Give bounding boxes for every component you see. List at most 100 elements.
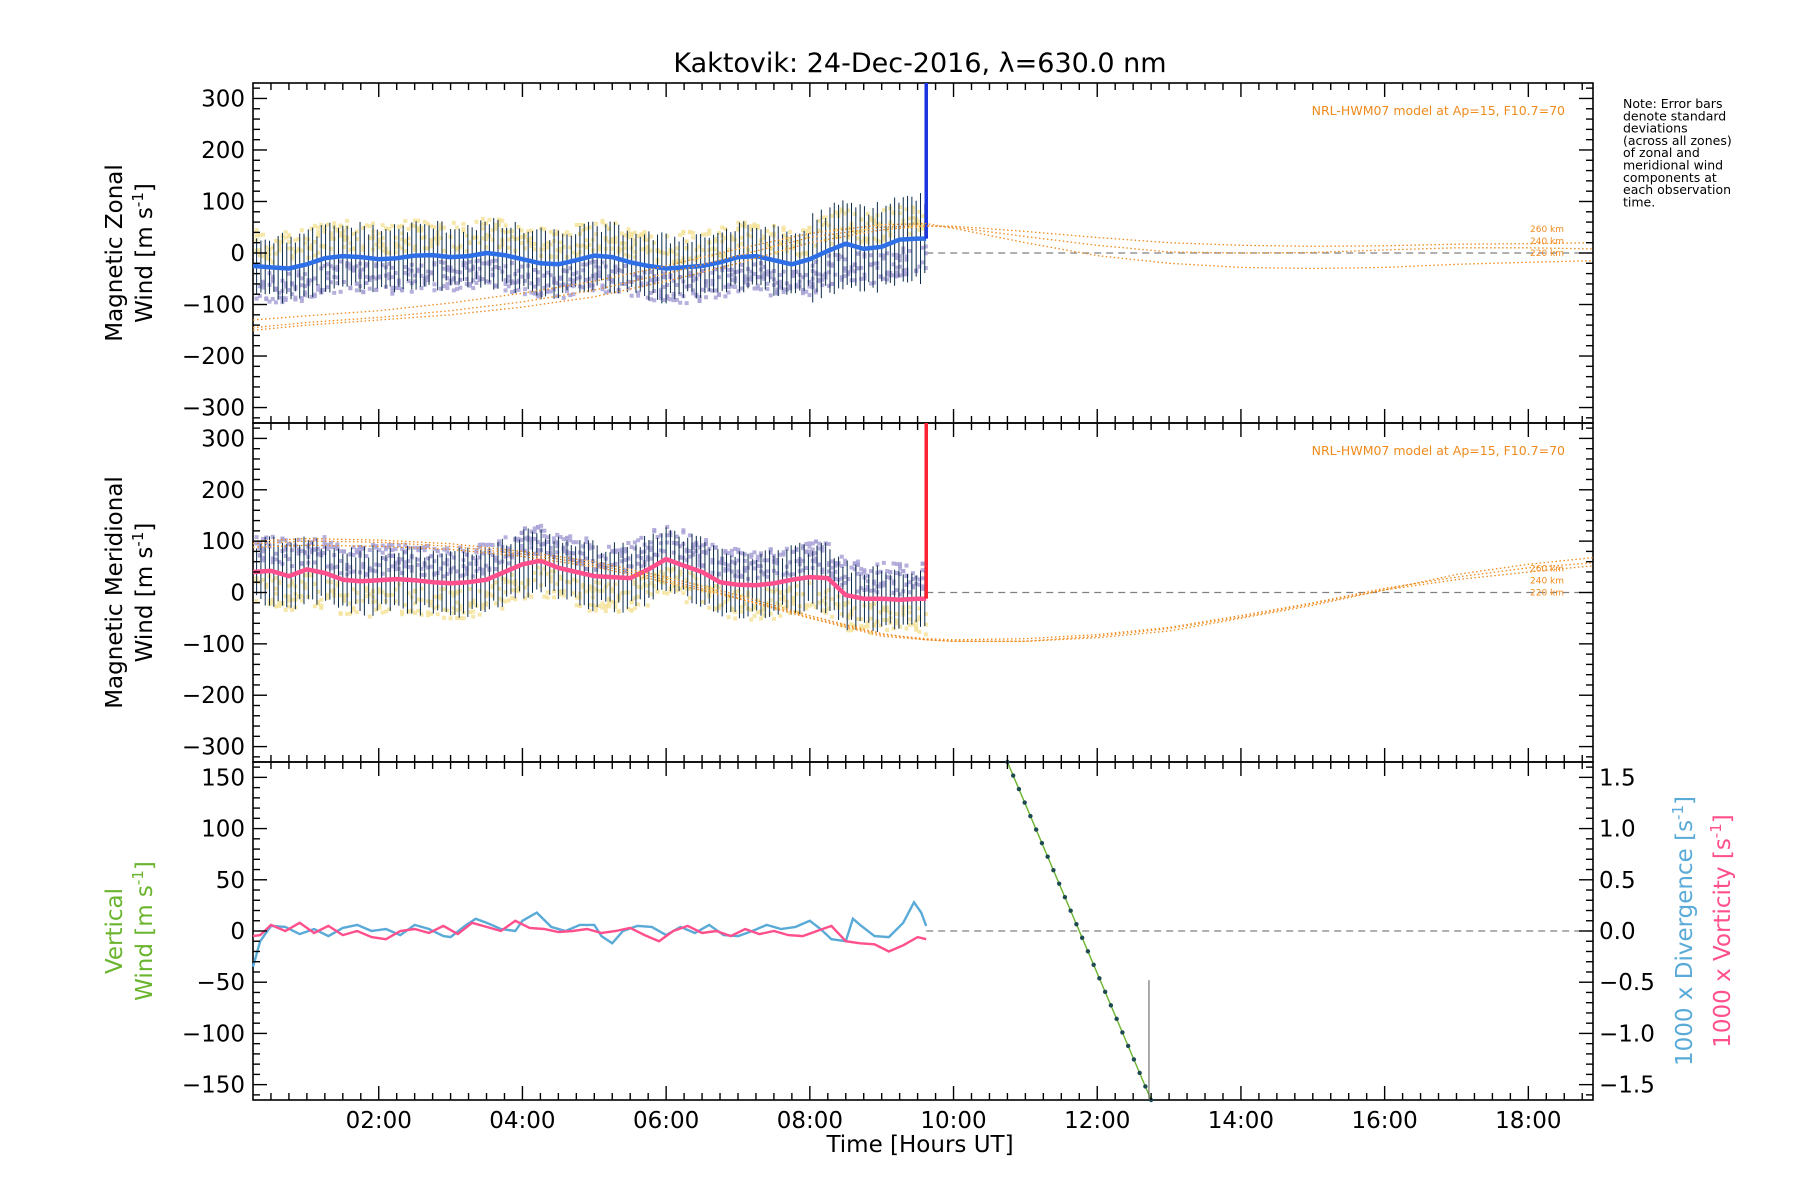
zone-point [671, 583, 676, 588]
zone-point [286, 594, 291, 599]
zone-point [865, 211, 870, 216]
zone-point [626, 556, 631, 561]
zone-point [687, 270, 692, 275]
zone-point [529, 228, 534, 233]
zone-point [419, 286, 424, 291]
zone-point [312, 547, 317, 552]
zone-point [571, 292, 576, 297]
zone-point [299, 296, 304, 301]
zone-point [545, 245, 550, 250]
zone-point [455, 269, 460, 274]
y-tick-label: −200 [182, 683, 245, 709]
zone-point [445, 562, 450, 567]
zone-point [623, 281, 628, 286]
zone-point [545, 283, 550, 288]
zone-point [548, 289, 553, 294]
zone-point [898, 211, 903, 216]
zone-point [833, 563, 838, 568]
zone-point [597, 562, 602, 567]
zone-point [710, 542, 715, 547]
zone-point [335, 546, 340, 551]
zone-point [322, 244, 327, 249]
zone-point [594, 604, 599, 609]
zone-point [364, 274, 369, 279]
zone-point [781, 225, 786, 230]
zone-point [455, 608, 460, 613]
zone-point [558, 577, 563, 582]
zone-point [917, 219, 922, 224]
zone-point [742, 277, 747, 282]
zone-point [338, 549, 343, 554]
zone-point [273, 251, 278, 256]
zone-point [432, 236, 437, 241]
zone-point [891, 591, 896, 596]
zone-point [652, 529, 657, 534]
zone-point [597, 554, 602, 559]
zone-point [775, 287, 780, 292]
zone-point [480, 571, 485, 576]
zone-point [451, 288, 456, 293]
zone-point [872, 581, 877, 586]
zone-point [907, 622, 912, 627]
zone-point [367, 286, 372, 291]
zone-point [826, 542, 831, 547]
zone-point [451, 268, 456, 273]
zone-point [859, 617, 864, 622]
zone-point [788, 237, 793, 242]
zone-point [626, 227, 631, 232]
zone-point [400, 546, 405, 551]
zone-point [335, 275, 340, 280]
zone-point [438, 222, 443, 227]
zone-point [561, 537, 566, 542]
diagonal-point [1125, 1043, 1131, 1049]
zone-point [736, 547, 741, 552]
zone-point [477, 266, 482, 271]
zone-point [868, 262, 873, 267]
y-axis-label-line1: Vertical [102, 888, 128, 974]
zone-point [458, 545, 463, 550]
y2-label-vorticity: 1000 x Vorticity [s-1] [1707, 814, 1736, 1048]
x-tick-label: 06:00 [633, 1108, 699, 1134]
diagonal-point [1079, 935, 1085, 940]
zone-point [671, 249, 676, 254]
zone-point [545, 571, 550, 576]
zone-point [264, 256, 269, 261]
zone-point [855, 617, 860, 622]
zone-point [270, 578, 275, 583]
zone-point [810, 541, 815, 546]
zone-point [577, 222, 582, 227]
zone-point [425, 269, 430, 274]
zone-point [768, 547, 773, 552]
zone-point [907, 224, 912, 229]
zone-point [600, 561, 605, 566]
zone-point [312, 253, 317, 258]
zone-point [290, 256, 295, 261]
zone-point [406, 242, 411, 247]
zone-point [623, 252, 628, 257]
zone-point [510, 555, 515, 560]
zone-point [361, 247, 366, 252]
zone-point [885, 608, 890, 613]
zone-point [555, 544, 560, 549]
zone-point [639, 233, 644, 238]
zone-point [894, 571, 899, 576]
zone-point [704, 541, 709, 546]
zone-point [261, 285, 266, 290]
zone-point [519, 234, 524, 239]
zone-point [661, 590, 666, 595]
zone-point [552, 536, 557, 541]
zone-point [587, 260, 592, 265]
zone-point [885, 575, 890, 580]
zone-point [684, 239, 689, 244]
zone-point [839, 623, 844, 628]
divergence-line [251, 899, 928, 968]
zone-point [442, 547, 447, 552]
zone-point [904, 257, 909, 262]
zone-point [367, 614, 372, 619]
zone-point [671, 298, 676, 303]
zone-point [665, 591, 670, 596]
zone-point [432, 559, 437, 564]
zone-point [649, 248, 654, 253]
zone-point [484, 232, 489, 237]
zone-point [898, 205, 903, 210]
